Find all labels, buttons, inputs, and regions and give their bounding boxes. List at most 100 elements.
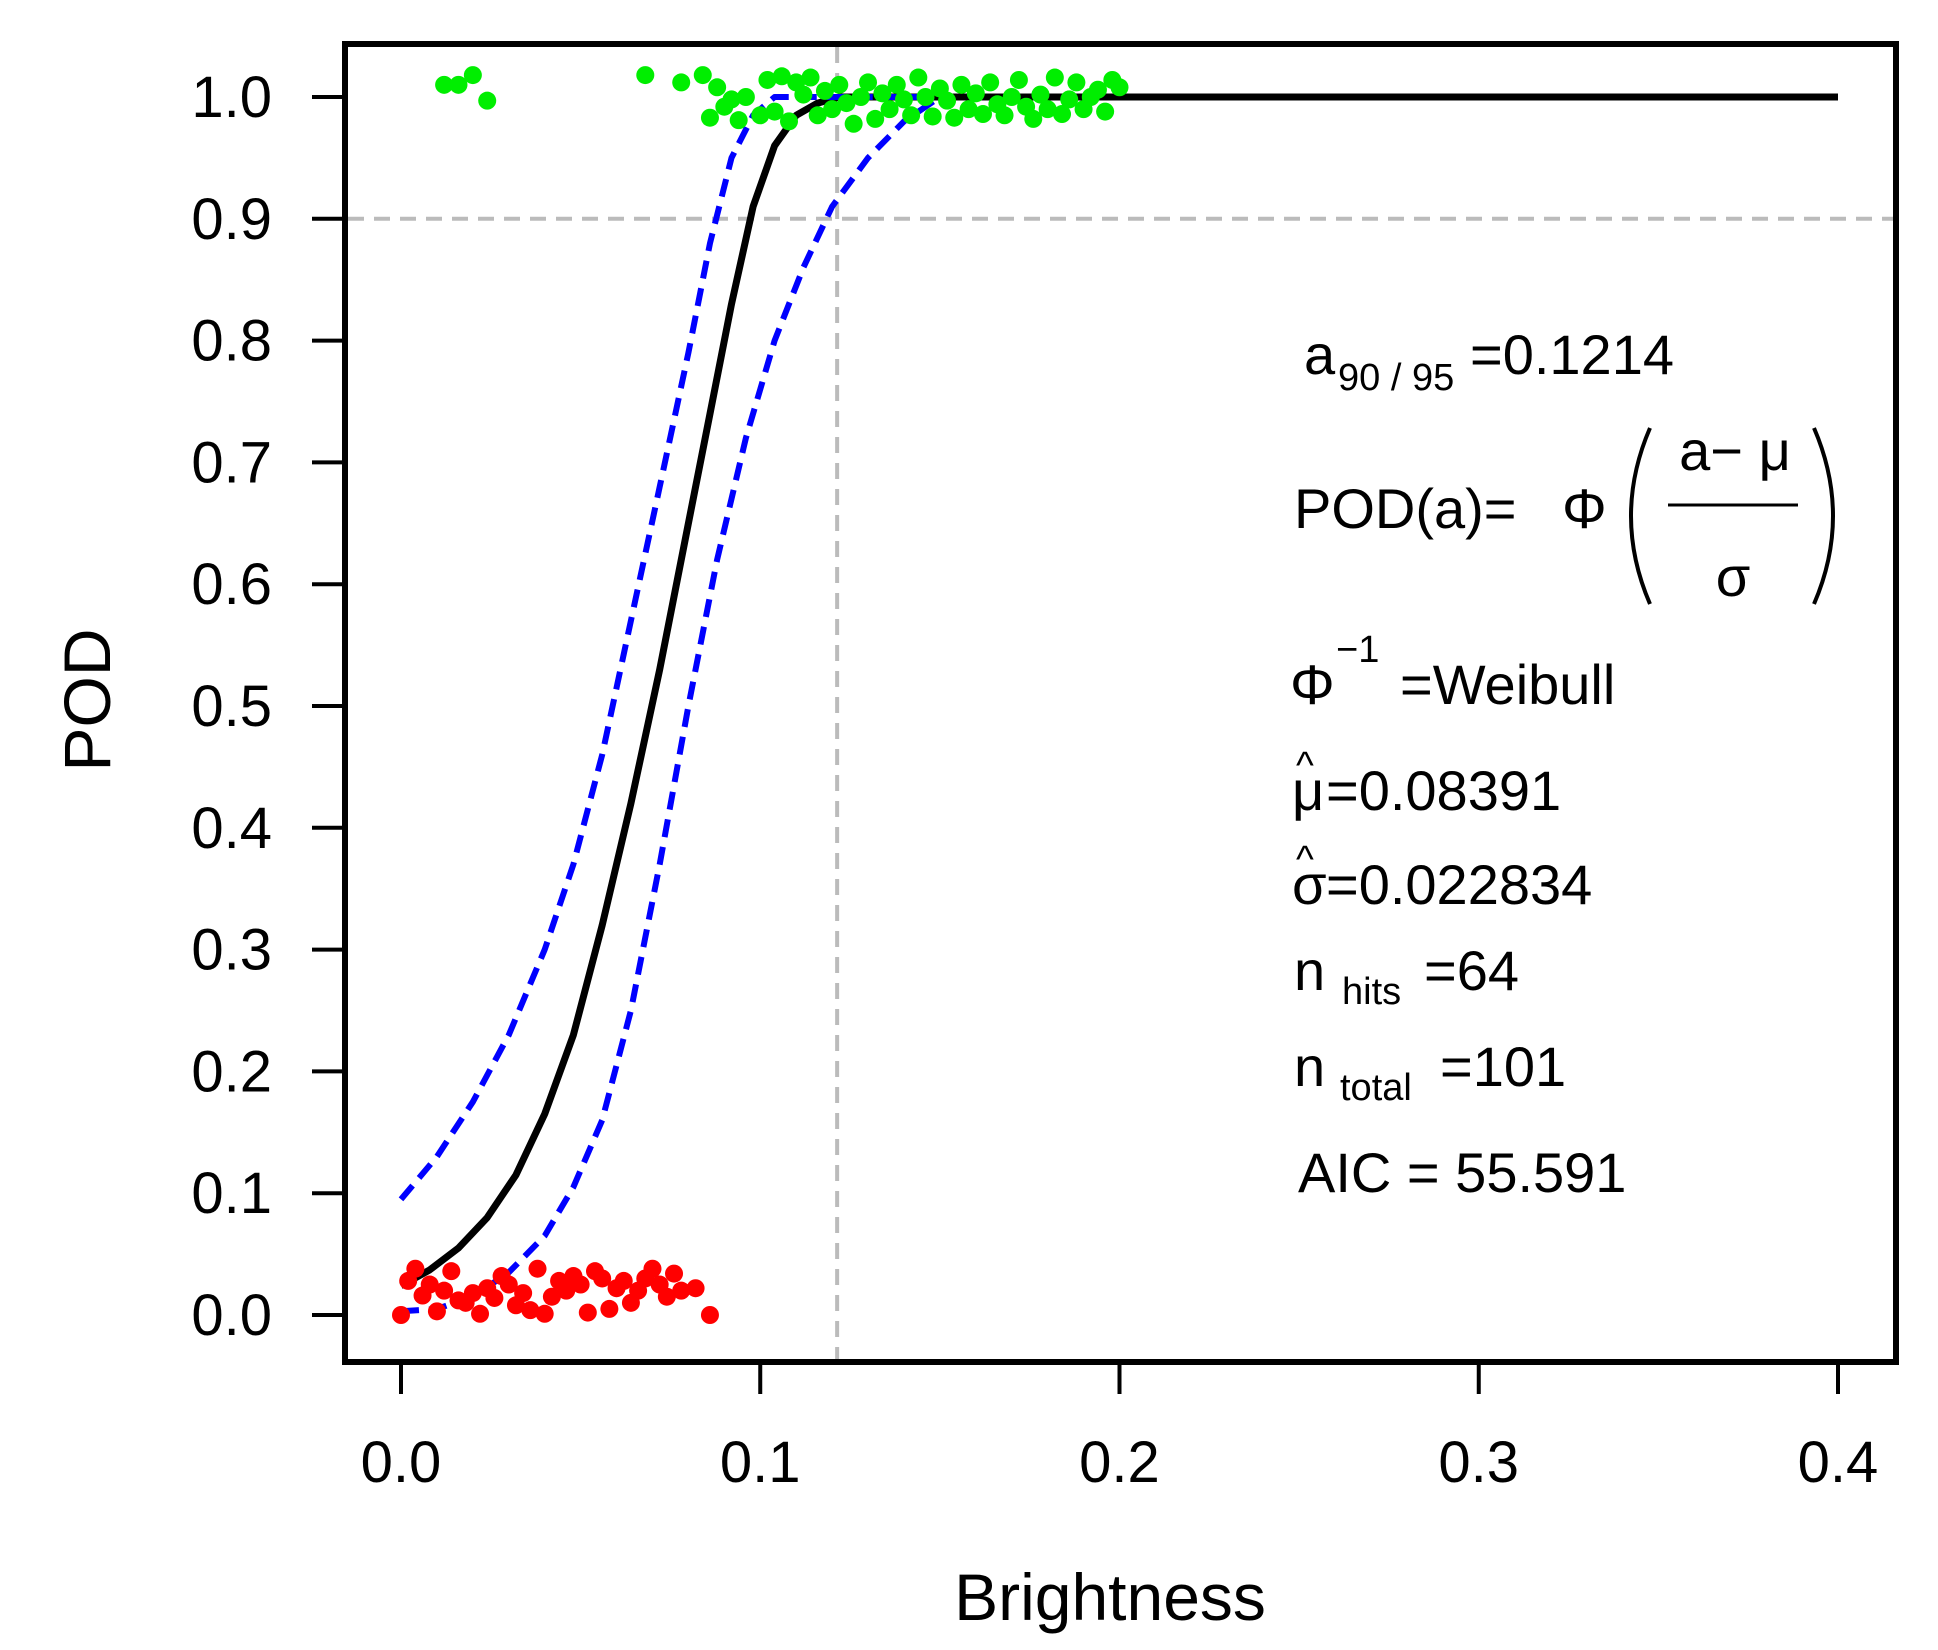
- hit-point: [1053, 105, 1072, 124]
- reference-lines: [348, 47, 1893, 1359]
- hit-point: [779, 112, 798, 131]
- miss-point: [463, 1284, 482, 1303]
- y-tick-label: 0.8: [191, 309, 272, 374]
- hit-point: [823, 100, 842, 119]
- miss-point: [643, 1259, 662, 1278]
- hit-point: [672, 73, 691, 92]
- y-tick-label: 0.5: [191, 674, 272, 739]
- hit-point: [973, 105, 992, 124]
- hit-point: [708, 78, 727, 97]
- miss-point: [435, 1281, 454, 1300]
- link-value: =Weibull: [1400, 653, 1615, 716]
- y-tick-label: 0.9: [191, 187, 272, 252]
- n-hits-value: =64: [1424, 939, 1519, 1002]
- hit-point: [902, 106, 921, 125]
- miss-point: [571, 1275, 590, 1294]
- x-tick-label: 0.2: [1079, 1430, 1160, 1495]
- hit-point: [909, 68, 928, 87]
- hit-point: [866, 109, 885, 128]
- sigma-hat-caret: ^: [1296, 839, 1314, 881]
- a90-95-subscript: 90 / 95: [1338, 357, 1454, 399]
- sigma-hat-symbol: σ: [1292, 853, 1327, 916]
- hit-point: [894, 90, 913, 109]
- hit-point: [715, 97, 734, 116]
- hit-point: [959, 100, 978, 119]
- miss-point: [665, 1264, 684, 1283]
- miss-point: [528, 1259, 547, 1278]
- hit-point: [801, 68, 820, 87]
- mu-hat-symbol: μ: [1292, 759, 1324, 822]
- y-tick-label: 1.0: [191, 65, 272, 130]
- aic-text: AIC = 55.591: [1298, 1141, 1626, 1204]
- hit-point: [794, 85, 813, 104]
- y-tick-label: 0.4: [191, 796, 272, 861]
- hit-point: [1031, 85, 1050, 104]
- miss-point: [499, 1275, 518, 1294]
- hit-point: [1009, 70, 1028, 89]
- n-hits-symbol: n: [1294, 939, 1325, 1002]
- miss-point: [514, 1284, 533, 1303]
- hit-point: [1067, 73, 1086, 92]
- hit-point: [837, 94, 856, 113]
- hit-point: [966, 84, 985, 103]
- miss-point: [686, 1279, 705, 1298]
- hit-point: [1045, 68, 1064, 87]
- y-tick-label: 0.0: [191, 1283, 272, 1348]
- hit-point: [478, 91, 497, 110]
- hit-point: [729, 111, 748, 130]
- hit-point: [995, 106, 1014, 125]
- annotation-block: a 90 / 95 =0.1214 POD(a)= Φ a− μ σ Φ −1 …: [1290, 323, 1835, 1204]
- mu-hat-value: =0.08391: [1326, 759, 1561, 822]
- hit-point: [693, 66, 712, 85]
- hit-point: [981, 73, 1000, 92]
- y-axis-title: POD: [50, 628, 124, 771]
- left-paren-icon: [1629, 427, 1652, 605]
- x-tick-label: 0.1: [720, 1430, 801, 1495]
- phi-symbol: Φ: [1562, 477, 1607, 540]
- y-tick-label: 0.1: [191, 1161, 272, 1226]
- model-numerator: a− μ: [1679, 419, 1791, 482]
- miss-point: [542, 1287, 561, 1306]
- link-superscript: −1: [1336, 629, 1379, 671]
- hit-point: [952, 75, 971, 94]
- n-hits-subscript: hits: [1342, 971, 1401, 1013]
- x-tick-label: 0.3: [1438, 1430, 1519, 1495]
- mu-hat-caret: ^: [1296, 745, 1314, 787]
- hit-point: [945, 108, 964, 127]
- right-paren-icon: [1812, 427, 1835, 605]
- y-tick-label: 0.3: [191, 918, 272, 983]
- hit-point: [830, 75, 849, 94]
- link-phi-symbol: Φ: [1290, 653, 1335, 716]
- x-tick-label: 0.0: [361, 1430, 442, 1495]
- miss-point: [406, 1259, 425, 1278]
- hit-point: [700, 108, 719, 127]
- x-tick-label: 0.4: [1798, 1430, 1879, 1495]
- hit-point: [844, 114, 863, 133]
- upper-confidence-bound-line: [398, 94, 940, 1202]
- axes: 0.0 0.1 0.2 0.3 0.4 0.5 0.6 0.7 0.8 0.9 1.0 0.0 0.1 0…: [191, 65, 1878, 1495]
- y-tick-label: 0.6: [191, 552, 272, 617]
- hit-point: [758, 70, 777, 89]
- hit-point: [1038, 100, 1057, 119]
- x-axis-title: Brightness: [954, 1560, 1266, 1634]
- hit-point: [636, 66, 655, 85]
- a90-95-symbol: a: [1304, 323, 1336, 386]
- hit-point: [1110, 78, 1129, 97]
- hit-point: [463, 66, 482, 85]
- hit-point: [873, 84, 892, 103]
- hit-point: [1060, 90, 1079, 109]
- hit-point: [859, 73, 878, 92]
- miss-point: [614, 1271, 633, 1290]
- hit-point: [1002, 88, 1021, 106]
- hit-point: [1096, 102, 1115, 121]
- n-total-subscript: total: [1340, 1067, 1412, 1109]
- hit-point: [938, 91, 957, 110]
- hit-point: [435, 75, 454, 94]
- hit-point: [449, 75, 468, 94]
- miss-point: [578, 1303, 597, 1322]
- miss-point: [392, 1306, 410, 1324]
- sigma-hat-value: =0.022834: [1326, 853, 1592, 916]
- miss-point: [442, 1262, 461, 1281]
